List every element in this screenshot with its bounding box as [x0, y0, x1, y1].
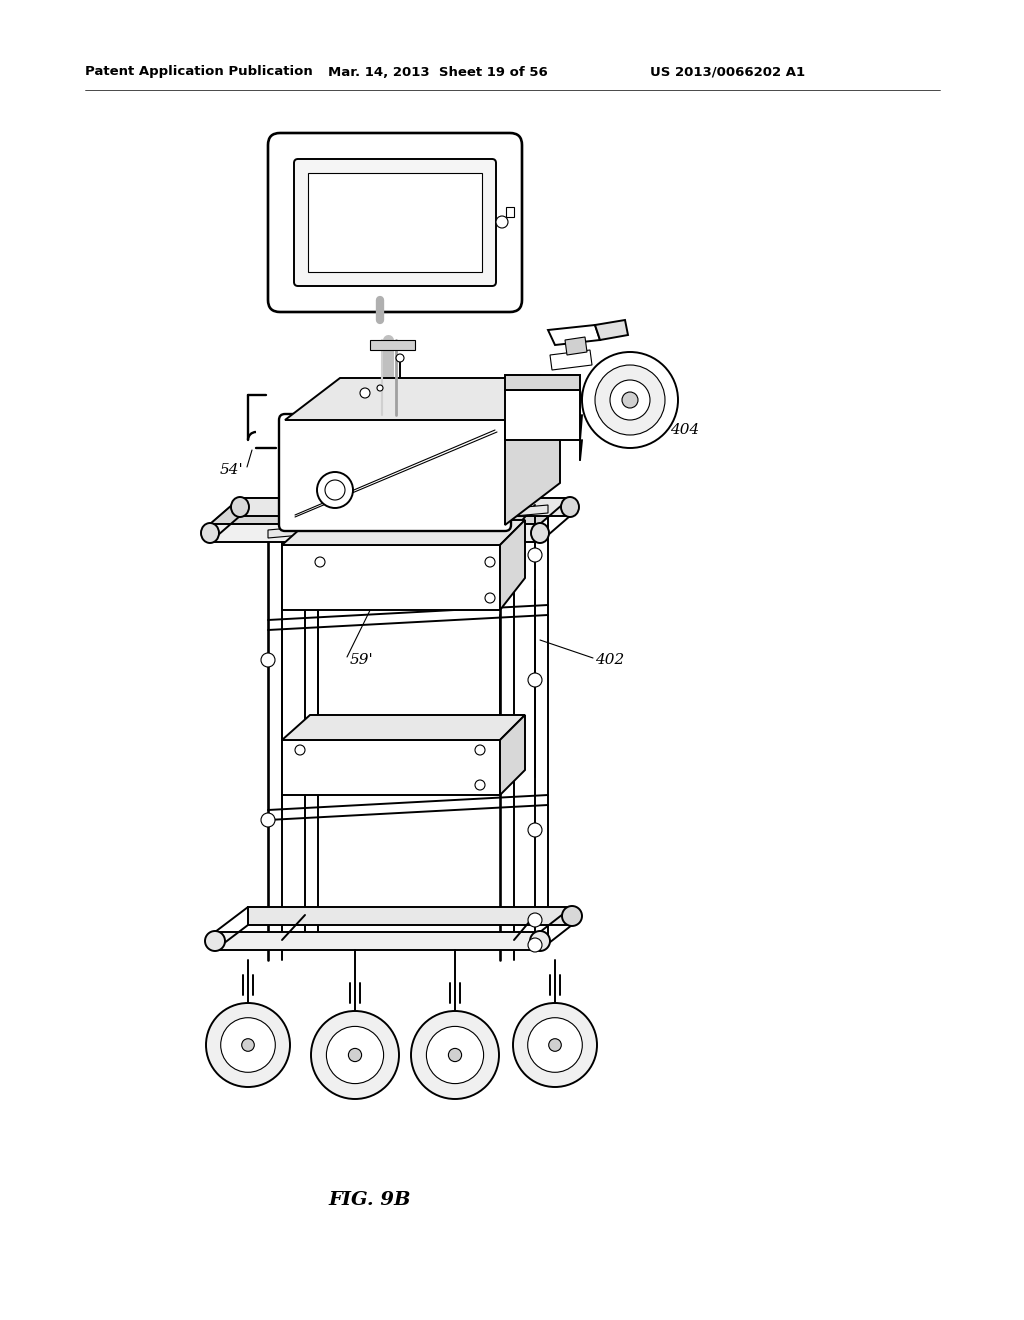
Polygon shape: [282, 545, 500, 610]
FancyBboxPatch shape: [279, 414, 511, 531]
Polygon shape: [595, 319, 628, 341]
Text: FIG. 9B: FIG. 9B: [329, 1191, 412, 1209]
Polygon shape: [248, 907, 572, 925]
Text: 404: 404: [670, 422, 699, 437]
Ellipse shape: [496, 216, 508, 228]
Ellipse shape: [595, 366, 665, 436]
FancyBboxPatch shape: [308, 173, 482, 272]
Ellipse shape: [449, 1048, 462, 1061]
Ellipse shape: [317, 473, 353, 508]
Ellipse shape: [261, 653, 275, 667]
Ellipse shape: [411, 1011, 499, 1100]
FancyBboxPatch shape: [294, 158, 496, 286]
Polygon shape: [548, 325, 600, 345]
Text: Patent Application Publication: Patent Application Publication: [85, 66, 312, 78]
Ellipse shape: [528, 939, 542, 952]
Ellipse shape: [485, 593, 495, 603]
Ellipse shape: [377, 385, 383, 391]
Text: 402: 402: [595, 653, 625, 667]
Polygon shape: [505, 378, 560, 525]
Ellipse shape: [360, 388, 370, 399]
Ellipse shape: [242, 1039, 254, 1051]
Ellipse shape: [325, 480, 345, 500]
Polygon shape: [240, 498, 570, 516]
Polygon shape: [210, 524, 540, 543]
Text: US 2013/0066202 A1: US 2013/0066202 A1: [650, 66, 805, 78]
Text: Mar. 14, 2013  Sheet 19 of 56: Mar. 14, 2013 Sheet 19 of 56: [328, 66, 548, 78]
Ellipse shape: [610, 380, 650, 420]
Ellipse shape: [485, 557, 495, 568]
Ellipse shape: [327, 1027, 384, 1084]
Ellipse shape: [261, 813, 275, 828]
Ellipse shape: [221, 1018, 275, 1072]
Ellipse shape: [531, 523, 549, 543]
Bar: [506, 207, 514, 216]
Ellipse shape: [528, 913, 542, 927]
Ellipse shape: [231, 498, 249, 517]
Ellipse shape: [530, 931, 550, 950]
Ellipse shape: [315, 557, 325, 568]
Ellipse shape: [549, 1039, 561, 1051]
Polygon shape: [500, 715, 525, 795]
Polygon shape: [550, 350, 592, 370]
Polygon shape: [268, 506, 548, 539]
Ellipse shape: [205, 931, 225, 950]
Polygon shape: [500, 520, 525, 610]
Ellipse shape: [622, 392, 638, 408]
Polygon shape: [285, 378, 560, 420]
Ellipse shape: [528, 548, 542, 562]
Ellipse shape: [582, 352, 678, 447]
Polygon shape: [370, 341, 415, 350]
Ellipse shape: [348, 1048, 361, 1061]
Ellipse shape: [561, 498, 579, 517]
Polygon shape: [505, 375, 580, 389]
Ellipse shape: [475, 744, 485, 755]
Ellipse shape: [206, 1003, 290, 1086]
Text: 400: 400: [400, 135, 429, 149]
Polygon shape: [282, 715, 525, 741]
Polygon shape: [210, 498, 570, 524]
Text: 59': 59': [350, 653, 374, 667]
Ellipse shape: [295, 744, 305, 755]
FancyBboxPatch shape: [268, 133, 522, 312]
Polygon shape: [282, 741, 500, 795]
Polygon shape: [282, 520, 525, 545]
Ellipse shape: [562, 906, 582, 927]
Polygon shape: [215, 932, 540, 950]
Ellipse shape: [528, 673, 542, 686]
Ellipse shape: [475, 780, 485, 789]
Polygon shape: [565, 337, 587, 355]
Polygon shape: [505, 389, 580, 440]
Text: 12': 12': [490, 492, 514, 507]
Text: 54': 54': [220, 463, 244, 477]
Ellipse shape: [528, 822, 542, 837]
Ellipse shape: [426, 1027, 483, 1084]
Ellipse shape: [527, 1018, 583, 1072]
Ellipse shape: [201, 523, 219, 543]
Ellipse shape: [396, 354, 404, 362]
Text: 434: 434: [450, 158, 479, 172]
Ellipse shape: [311, 1011, 399, 1100]
Ellipse shape: [513, 1003, 597, 1086]
